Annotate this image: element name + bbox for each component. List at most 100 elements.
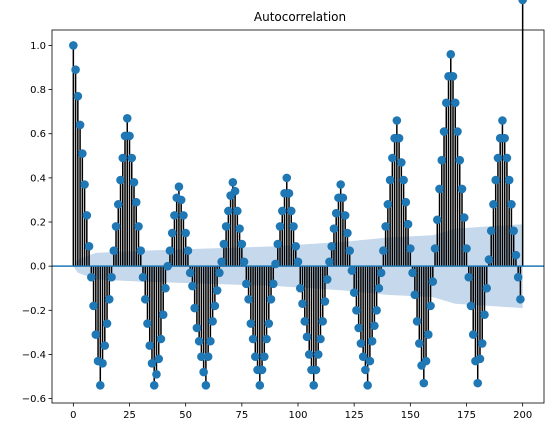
acf-point-lag-68 <box>221 222 231 231</box>
acf-point-lag-186 <box>486 226 496 236</box>
acf-point-lag-100 <box>293 257 303 267</box>
acf-point-lag-104 <box>302 332 312 342</box>
x-tick-label: 0 <box>70 410 76 421</box>
x-tick-label: 100 <box>288 410 307 421</box>
acf-point-lag-89 <box>268 279 278 289</box>
acf-point-lag-175 <box>462 244 471 253</box>
acf-point-lag-13 <box>98 358 107 368</box>
acf-point-lag-121 <box>340 211 350 220</box>
acf-point-lag-154 <box>415 339 424 348</box>
acf-point-lag-77 <box>242 279 251 289</box>
y-tick-label: −0.6 <box>22 394 46 405</box>
acf-point-lag-61 <box>206 336 215 346</box>
acf-point-lag-14 <box>100 341 110 350</box>
acf-point-lag-142 <box>388 153 397 163</box>
acf-point-lag-53 <box>188 281 197 291</box>
acf-point-lag-107 <box>309 381 319 390</box>
y-axis: −0.6 −0.4 −0.2 0.0 0.2 0.4 0.6 0.8 1.0 <box>22 41 52 405</box>
acf-point-lag-102 <box>298 299 307 308</box>
acf-point-lag-195 <box>507 200 516 209</box>
acf-point-lag-79 <box>246 319 256 328</box>
acf-point-lag-86 <box>262 334 271 344</box>
acf-point-lag-101 <box>295 283 305 293</box>
acf-point-lag-171 <box>453 127 462 136</box>
acf-point-lag-49 <box>179 211 188 220</box>
acf-point-lag-112 <box>320 297 330 306</box>
acf-point-lag-71 <box>228 177 238 187</box>
acf-point-lag-157 <box>421 356 431 366</box>
acf-point-lag-35 <box>147 358 157 368</box>
acf-point-lag-0 <box>69 41 78 50</box>
acf-point-lag-184 <box>482 283 492 293</box>
acf-point-lag-47 <box>174 182 184 192</box>
acf-point-lag-56 <box>194 336 204 346</box>
plot-area <box>51 0 545 404</box>
acf-point-lag-8 <box>87 272 96 282</box>
markers <box>69 0 527 390</box>
acf-point-lag-83 <box>255 381 265 390</box>
acf-point-lag-39 <box>156 334 166 344</box>
acf-point-lag-60 <box>203 352 213 361</box>
acf-point-lag-116 <box>329 224 339 233</box>
acf-point-lag-17 <box>107 272 116 282</box>
acf-point-lag-28 <box>131 197 141 207</box>
acf-point-lag-98 <box>289 222 298 231</box>
acf-point-lag-33 <box>143 319 152 328</box>
x-tick-label: 75 <box>235 410 248 421</box>
y-tick-label: 0.6 <box>30 129 46 140</box>
acf-point-lag-192 <box>500 133 509 143</box>
acf-point-lag-32 <box>140 294 150 304</box>
acf-point-lag-81 <box>251 352 260 361</box>
acf-point-lag-144 <box>392 116 402 125</box>
acf-point-lag-199 <box>516 294 525 304</box>
acf-point-lag-27 <box>129 177 139 187</box>
acf-point-lag-7 <box>84 241 94 251</box>
acf-point-lag-36 <box>149 381 159 390</box>
acf-point-lag-55 <box>192 323 202 333</box>
acf-point-lag-30 <box>136 246 146 256</box>
acf-point-lag-38 <box>154 354 164 364</box>
acf-point-lag-136 <box>374 283 384 293</box>
acf-point-lag-29 <box>134 222 143 231</box>
acf-point-lag-183 <box>480 310 489 320</box>
acf-point-lag-44 <box>167 228 177 238</box>
x-tick-label: 50 <box>179 410 192 421</box>
acf-point-lag-174 <box>459 213 469 222</box>
acf-point-lag-176 <box>464 272 474 282</box>
acf-point-lag-137 <box>376 268 386 278</box>
acf-point-lag-19 <box>111 222 121 231</box>
acf-point-lag-197 <box>511 250 521 260</box>
y-tick-label: 1.0 <box>30 41 46 52</box>
acf-point-lag-122 <box>343 228 352 238</box>
acf-point-lag-26 <box>127 153 137 163</box>
acf-point-lag-114 <box>325 257 334 267</box>
acf-point-lag-78 <box>244 294 253 304</box>
acf-point-lag-117 <box>331 208 341 218</box>
acf-point-lag-67 <box>219 239 229 249</box>
acf-point-lag-25 <box>125 131 134 141</box>
acf-point-lag-50 <box>181 228 190 238</box>
acf-point-lag-125 <box>349 288 359 297</box>
acf-point-lag-91 <box>273 239 283 249</box>
acf-point-lag-21 <box>116 175 125 185</box>
x-tick-label: 175 <box>457 410 476 421</box>
acf-point-lag-62 <box>208 317 217 326</box>
acf-point-lag-85 <box>260 352 269 361</box>
acf-point-lag-3 <box>75 120 85 130</box>
y-tick-label: 0.4 <box>30 173 46 184</box>
acf-point-lag-147 <box>399 175 408 185</box>
acf-point-lag-158 <box>424 330 433 339</box>
acf-point-lag-148 <box>401 197 411 207</box>
acf-point-lag-109 <box>313 350 323 359</box>
acf-point-lag-169 <box>448 72 458 81</box>
acf-point-lag-90 <box>271 259 280 269</box>
acf-point-lag-111 <box>318 317 328 326</box>
acf-point-lag-139 <box>381 222 390 231</box>
acf-point-lag-193 <box>502 153 512 163</box>
acf-point-lag-66 <box>217 257 226 267</box>
acf-point-lag-187 <box>489 200 498 209</box>
acf-point-lag-93 <box>277 206 287 216</box>
acf-point-lag-16 <box>104 294 114 304</box>
acf-point-lag-126 <box>352 306 361 315</box>
acf-point-lag-15 <box>102 319 112 328</box>
